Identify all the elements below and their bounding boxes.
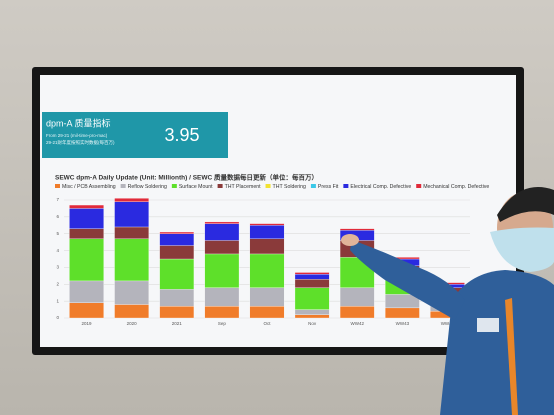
legend-swatch <box>310 184 316 188</box>
person <box>341 187 554 415</box>
shirt <box>440 270 554 415</box>
y-tick-label: 3 <box>56 265 59 270</box>
x-tick-label: 2021 <box>172 321 183 326</box>
hand <box>341 234 359 246</box>
bar-segment <box>159 245 195 260</box>
legend-label: Electrical Comp. Defective <box>350 184 411 190</box>
x-tick-label: 2020 <box>127 321 138 326</box>
bar-segment <box>159 233 195 246</box>
x-tick-label: WW44 <box>441 321 455 326</box>
legend-swatch <box>217 184 223 188</box>
bar-segment <box>339 287 375 307</box>
bar-segment <box>249 225 285 239</box>
legend-label: Reflow Soldering <box>128 184 167 190</box>
kpi-subtitle: 29-21財年度按照实时数据(每百万) <box>46 139 115 146</box>
legend-label: Misc / PCB Assembling <box>62 184 116 190</box>
legend-label: Mechanical Comp. Defective <box>423 184 489 190</box>
bar-segment <box>114 198 149 202</box>
mask <box>490 227 554 272</box>
bar-segment <box>339 306 375 319</box>
bar-segment <box>114 238 149 282</box>
bar-segment <box>159 231 195 234</box>
y-tick-label: 2 <box>56 281 59 286</box>
bar-segment <box>294 279 330 288</box>
bar-segment <box>114 280 149 305</box>
bar-segment <box>204 240 240 255</box>
legend-swatch <box>55 184 60 188</box>
legend-label: Press Fit <box>318 184 339 190</box>
bar-segment <box>249 223 285 226</box>
y-tick-label: 5 <box>56 231 59 236</box>
bar-segment <box>249 287 285 307</box>
legend-label: THT Soldering <box>273 184 306 190</box>
bar-segment <box>294 287 330 310</box>
kpi-title: dpm-A 质量指标 <box>46 117 111 128</box>
bar-segment <box>249 306 285 319</box>
bar-segment <box>69 238 104 282</box>
badge <box>477 318 499 332</box>
x-tick-label: WW42 <box>350 321 364 326</box>
bar-segment <box>69 280 104 303</box>
bar-segment <box>204 306 240 319</box>
bar-segment <box>249 238 285 255</box>
bar-segment <box>204 223 240 241</box>
bar-segment <box>114 226 149 239</box>
bar-segment <box>294 272 330 275</box>
bar-segment <box>204 221 240 224</box>
bar-segment <box>204 287 240 307</box>
bar-segment <box>114 201 149 228</box>
x-tick-label: Oct <box>263 321 271 326</box>
bar-segment <box>385 307 420 319</box>
legend-swatch <box>343 184 349 188</box>
bar-segment <box>159 306 195 319</box>
arm <box>350 240 465 320</box>
legend-swatch <box>416 184 422 188</box>
bar-segment <box>159 289 195 307</box>
x-tick-label: WW43 <box>396 321 410 326</box>
y-tick-label: 7 <box>56 197 59 202</box>
y-tick-label: 1 <box>56 298 59 303</box>
kpi-box <box>42 112 228 158</box>
bar-segment <box>69 204 104 209</box>
legend-swatch <box>265 184 271 188</box>
x-tick-label: 2019 <box>82 321 93 326</box>
kpi-value: 3.95 <box>164 125 199 145</box>
y-tick-label: 0 <box>56 315 59 320</box>
y-tick-label: 4 <box>56 248 59 253</box>
bar-segment <box>114 304 149 319</box>
bar-segment <box>69 228 104 239</box>
bar-segment <box>249 253 285 288</box>
bar-segment <box>294 314 330 319</box>
bar-segment <box>204 253 240 288</box>
bar-segment <box>294 274 330 280</box>
x-tick-label: Nov <box>308 321 317 326</box>
bar-segment <box>69 208 104 229</box>
lanyard <box>505 298 518 415</box>
bar-segment <box>294 309 330 315</box>
bar-segment <box>159 258 195 290</box>
legend-label: Surface Mount <box>179 184 213 190</box>
y-tick-label: 6 <box>56 214 59 219</box>
legend-swatch <box>171 184 177 188</box>
kpi-subtitle: From 29-21 (mil-time-pro-mac) <box>46 133 108 138</box>
legend-swatch <box>120 184 126 188</box>
x-tick-label: Sep <box>218 321 227 326</box>
chart-title: SEWC dpm-A Daily Update (Unit: Millionth… <box>55 173 318 182</box>
legend-label: THT Placement <box>225 184 261 190</box>
hair <box>497 187 554 222</box>
bar-segment <box>339 228 375 231</box>
bar-segment <box>69 302 104 319</box>
